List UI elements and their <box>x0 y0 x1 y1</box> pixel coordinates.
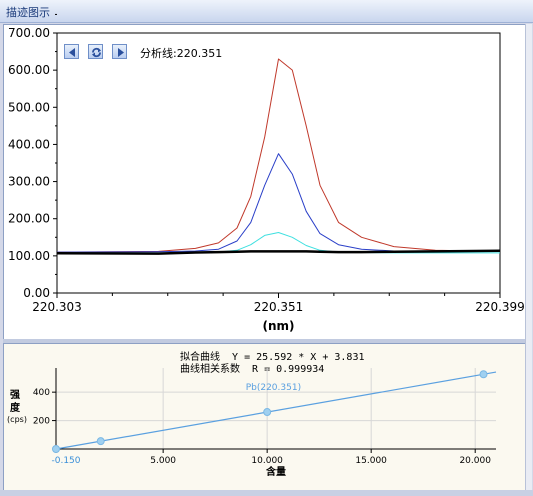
fit-line-1: 拟合曲线 Y = 25.592 * X + 3.831 <box>180 352 365 363</box>
panel-titlebar: 描迹图示 <box>0 0 533 23</box>
y-tick-label: 700.00 <box>8 26 50 40</box>
next-button[interactable] <box>112 44 127 59</box>
analysis-line-label: 分析线:220.351 <box>140 47 223 60</box>
refresh-icon <box>92 47 101 58</box>
x-axis-label: (nm) <box>262 319 294 333</box>
fit-line-2: 曲线相关系数 R = 0.999934 <box>180 364 325 375</box>
panel-title: 描迹图示 <box>6 6 50 19</box>
vertical-scrollbar[interactable] <box>525 24 532 494</box>
y-tick-label: 500.00 <box>8 100 50 114</box>
panel-splitter[interactable] <box>3 339 525 343</box>
spectrum-series-line <box>56 249 501 255</box>
next-icon <box>118 48 124 57</box>
fit-equation: 拟合曲线 Y = 25.592 * X + 3.831 曲线相关系数 R = 0… <box>180 352 365 376</box>
spectrum-chart: 700.00 600.00 500.00 400.00 300.00 200.00 100.… <box>8 13 525 333</box>
bottom-bar <box>0 490 533 496</box>
refresh-button[interactable] <box>88 44 103 59</box>
y-tick-label: 200.00 <box>8 212 50 226</box>
y-tick-label: 100.00 <box>8 249 50 263</box>
y-tick-label: 0.00 <box>23 286 50 300</box>
x-tick-label: 220.351 <box>254 300 304 314</box>
x-tick-label: 220.303 <box>32 300 82 314</box>
y-tick-label: 400.00 <box>8 137 50 151</box>
spectrum-series-line <box>56 153 500 253</box>
spectrum-series-line <box>56 58 501 253</box>
x-tick-label: 220.399 <box>475 300 525 314</box>
y-tick-label: 300.00 <box>8 175 50 189</box>
prev-icon <box>69 48 75 57</box>
prev-button[interactable] <box>64 44 79 59</box>
y-tick-label: 600.00 <box>8 63 50 77</box>
